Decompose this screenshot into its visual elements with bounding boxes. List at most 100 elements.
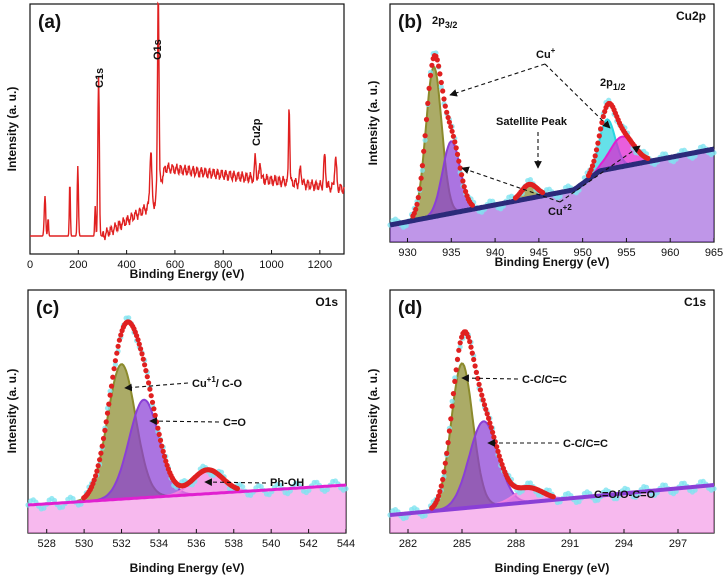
panel-d-envelope-point	[473, 369, 479, 375]
panel-a-label: (a)	[38, 12, 61, 33]
panel-c-data-point	[70, 496, 76, 502]
panel-c-tick-label-0: 528	[38, 538, 56, 550]
panel-b-background-line	[389, 146, 715, 228]
panel-b-envelope-point	[448, 124, 454, 130]
panel-b-envelope-point	[457, 165, 463, 171]
arrow-cc-1	[461, 374, 519, 382]
panel-c-envelope	[81, 319, 240, 501]
panel-c-data-point	[59, 504, 66, 510]
panel-d-xlabel: Binding Energy (eV)	[495, 561, 610, 575]
panel-d-envelope-point	[477, 387, 483, 393]
panel-c-envelope-point	[102, 427, 108, 433]
panel-b-envelope-point	[445, 114, 451, 121]
panel-d-envelope-point	[444, 450, 450, 456]
panel-c-title: O1s	[315, 295, 338, 309]
panel-c-envelope-point	[103, 419, 109, 425]
panel-d-envelope-point	[449, 403, 455, 409]
panel-c-tick-label-6: 540	[262, 538, 280, 550]
panel-b-envelope-point	[595, 140, 601, 146]
panel-c-envelope-point	[148, 393, 154, 399]
panel-c-data-point	[258, 484, 264, 490]
panel-b-envelope-point	[453, 145, 459, 151]
panel-c-envelope-point	[139, 351, 145, 357]
panel-c-ticks: 528 530 532 534 536 538 540 542 544	[38, 529, 355, 550]
panel-d-tick-label-2: 288	[507, 538, 525, 550]
panel-c-envelope-point	[152, 412, 158, 418]
annotation-ph-oh: Ph-OH	[270, 477, 304, 489]
panel-b-data-point	[527, 177, 534, 183]
panel-d-envelope-point	[494, 444, 500, 450]
panel-c-envelope-point	[134, 333, 140, 339]
panel-a-xlabel: Binding Energy (eV)	[130, 267, 245, 281]
panel-d-arrows	[461, 374, 559, 447]
panel-c-envelope-point	[160, 448, 166, 454]
panel-d-title: C1s	[684, 295, 706, 309]
survey-spectrum-line	[30, 1, 345, 241]
panel-b-envelope-point	[591, 158, 597, 164]
panel-d-envelope-point	[483, 406, 489, 412]
panel-d-data-point	[625, 486, 631, 492]
panel-b-label: (b)	[398, 12, 422, 33]
panel-d-data-point	[546, 487, 552, 493]
panel-c-envelope-point	[144, 374, 150, 380]
annotation-cu-plus: Cu+	[536, 46, 556, 61]
annotation-o1s: O1s	[152, 39, 164, 60]
annotation-cc-2: C-C/C=C	[563, 438, 608, 450]
panel-d-envelope-point	[486, 415, 492, 421]
arrow-cu1-co	[124, 382, 189, 392]
panel-b-envelope-point	[425, 100, 431, 106]
panel-c-data-point	[277, 482, 283, 488]
arrow-cu-plus-left	[449, 63, 546, 97]
panel-d-envelope-point	[454, 356, 461, 362]
panel-d-envelope-point	[484, 411, 490, 417]
panel-b-envelope-point	[414, 201, 420, 207]
panel-d-tick-label-1: 285	[453, 538, 471, 550]
panel-d-data-point	[527, 480, 534, 486]
panel-b-tick-label-6: 960	[661, 247, 679, 259]
panel-b-envelope-point	[422, 133, 428, 139]
panel-d-envelope-point	[445, 440, 451, 446]
panel-c-envelope-point	[91, 477, 97, 483]
panel-c-envelope-point	[146, 380, 152, 386]
panel-b-envelope-point	[427, 72, 434, 78]
panel-b-title: Cu2p	[676, 9, 706, 23]
panel-a-tick-label-4: 800	[214, 259, 232, 271]
panel-b-envelope-point	[438, 79, 444, 86]
panel-b-ylabel: Intensity (a. u.)	[366, 81, 380, 166]
panel-b-data-point	[419, 167, 425, 173]
panel-d-data-point	[711, 486, 717, 492]
panel-d-data-point	[422, 513, 428, 519]
panel-c-envelope-point	[118, 332, 124, 338]
panel-d-envelope-point	[437, 488, 443, 495]
panel-c-data-point	[41, 505, 47, 511]
panel-d-envelope-point	[472, 363, 478, 369]
panel-a-tick-label-0: 0	[27, 259, 33, 271]
panel-c-envelope-point	[157, 437, 164, 443]
panel-c-envelope-point	[95, 463, 101, 469]
panel-c-component-0	[28, 364, 346, 505]
annotation-cu-plus2: Cu+2	[548, 203, 572, 218]
panel-a-tick-label-5: 1000	[259, 259, 283, 271]
panel-d-data-point	[452, 375, 458, 381]
panel-b-envelope-point	[419, 163, 425, 169]
panel-d-envelope-point	[457, 340, 463, 346]
panel-d-envelope-point	[480, 397, 486, 403]
panel-b-envelope-point	[588, 167, 594, 173]
panel-d-envelope-point	[471, 356, 477, 363]
panel-b-tick-label-5: 955	[617, 247, 635, 259]
annotation-2p12: 2p1/2	[600, 77, 625, 92]
panel-d-envelope-point	[491, 434, 497, 440]
panel-c-envelope-point	[115, 343, 121, 349]
panel-d-tick-label-0: 282	[399, 538, 417, 550]
panel-c-arrows	[124, 382, 267, 486]
panel-b-envelope-point	[645, 155, 651, 161]
panel-b-envelope-point	[446, 119, 452, 125]
panel-c-envelope-point	[149, 399, 156, 405]
panel-c-tick-label-3: 534	[150, 538, 168, 550]
panel-b-envelope-point	[421, 148, 427, 154]
panel-c-envelope-point	[111, 366, 117, 372]
panel-a-tick-label-6: 1200	[308, 259, 332, 271]
panel-b: 930 935 940 945 950 955 960 965 (b) Cu2p Bindin…	[366, 3, 723, 269]
panel-c-envelope-point	[107, 392, 113, 398]
panel-d-envelope-point	[452, 378, 458, 384]
